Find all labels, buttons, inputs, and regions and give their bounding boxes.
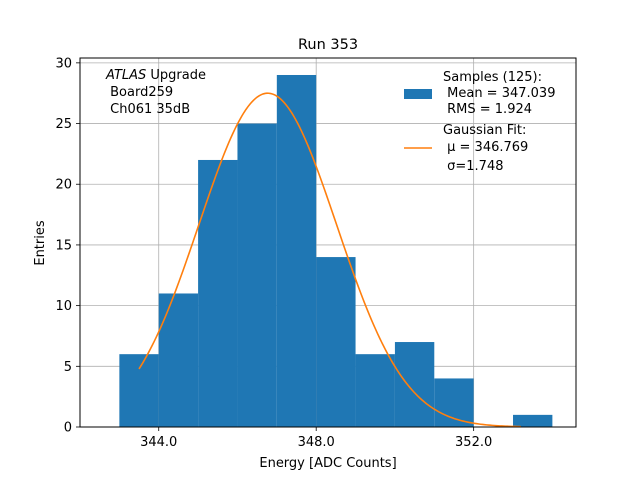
y-tick-label: 15 bbox=[55, 238, 72, 253]
histogram-bar bbox=[513, 414, 553, 427]
histogram-bar bbox=[276, 74, 317, 428]
legend-samples-mean: Mean = 347.039 bbox=[443, 86, 555, 101]
gaussian-fit-curve bbox=[138, 92, 521, 428]
y-axis-label: Entries bbox=[33, 220, 48, 266]
atlas-annotation: ATLAS Upgrade Board259 Ch061 35dB bbox=[105, 68, 206, 117]
y-tick-label: 25 bbox=[55, 117, 72, 132]
histogram-bar bbox=[355, 354, 395, 427]
legend-fit-title: Gaussian Fit: bbox=[443, 123, 526, 138]
legend-fit-sigma: σ=1.748 bbox=[443, 159, 503, 174]
x-axis-ticks: 344.0 348.0 352.0 bbox=[140, 427, 492, 450]
y-tick-label: 20 bbox=[55, 178, 72, 193]
annotation-line-3: Ch061 35dB bbox=[106, 102, 190, 117]
histogram-bar bbox=[394, 342, 435, 427]
legend-samples-rms: RMS = 1.924 bbox=[443, 102, 532, 117]
y-tick-label: 10 bbox=[55, 299, 72, 314]
histogram-bar bbox=[316, 257, 356, 427]
plot-frame bbox=[79, 57, 577, 428]
histogram-bar bbox=[434, 378, 474, 427]
y-axis-ticks: 0 5 10 15 20 25 30 bbox=[55, 56, 80, 436]
x-tick-label: 352.0 bbox=[455, 435, 492, 450]
annotation-line-2: Board259 bbox=[106, 85, 173, 100]
legend: Samples (125): Mean = 347.039 RMS = 1.92… bbox=[404, 70, 555, 174]
y-tick-label: 0 bbox=[64, 421, 72, 436]
chart-title: Run 353 bbox=[298, 37, 358, 53]
legend-samples-title: Samples (125): bbox=[443, 70, 542, 85]
y-tick-label: 5 bbox=[64, 360, 72, 375]
histogram-bar bbox=[119, 354, 159, 427]
legend-samples-swatch bbox=[404, 89, 432, 99]
histogram-bar bbox=[237, 123, 277, 427]
annotation-upgrade-text: Upgrade bbox=[146, 68, 206, 83]
histogram-bar bbox=[158, 293, 199, 427]
annotation-line-1: ATLAS Upgrade bbox=[105, 68, 206, 83]
x-tick-label: 344.0 bbox=[140, 435, 177, 450]
histogram-bar bbox=[198, 159, 238, 428]
annotation-atlas-text: ATLAS bbox=[105, 68, 146, 83]
x-tick-label: 348.0 bbox=[298, 435, 335, 450]
y-tick-label: 30 bbox=[55, 56, 72, 71]
x-axis-label: Energy [ADC Counts] bbox=[259, 456, 396, 471]
legend-fit-mu: μ = 346.769 bbox=[443, 140, 528, 155]
